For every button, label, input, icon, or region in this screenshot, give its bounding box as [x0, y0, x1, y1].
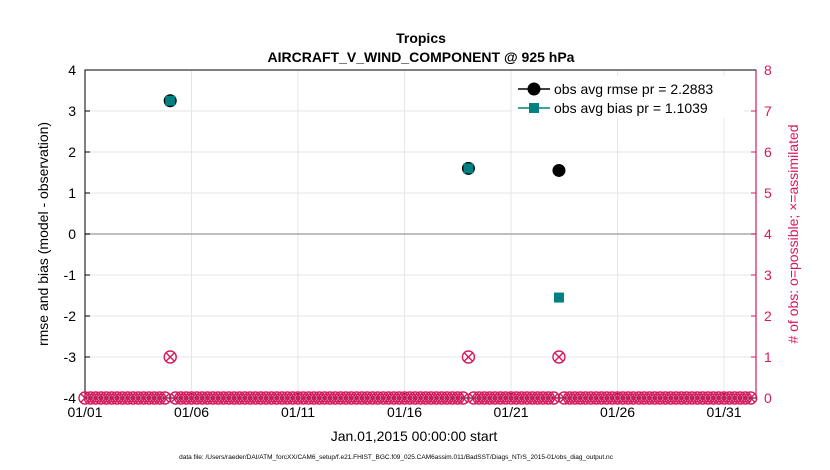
x-tick-label: 01/31 [707, 404, 742, 420]
bias-point [553, 292, 564, 303]
y-right-tick-label: 5 [764, 185, 772, 201]
y-right-tick-label: 2 [764, 308, 772, 324]
chart-subtitle: AIRCRAFT_V_WIND_COMPONENT @ 925 hPa [268, 49, 575, 65]
data-file-footnote: data file: /Users/raeder/DAI/ATM_forcXX/… [179, 454, 614, 461]
data-series [163, 94, 566, 303]
x-tick-label: 01/16 [387, 404, 422, 420]
y-axis-right-label: # of obs: o=possible; ×=assimilated [785, 124, 801, 343]
y-left-tick-label: 3 [68, 103, 76, 119]
y-axis-left-label: rmse and bias (model - observation) [35, 122, 51, 346]
y-right-tick-label: 4 [764, 226, 772, 242]
y-left-tick-label: 0 [68, 226, 76, 242]
y-left-tick-label: 2 [68, 144, 76, 160]
obs-counts [78, 350, 758, 405]
obs-count-marker [552, 350, 566, 364]
obs-count-marker-zero [546, 391, 561, 405]
legend-marker-bias [529, 103, 539, 113]
y-left-tick-label: -4 [64, 390, 77, 406]
y-right-tick-label: 1 [764, 349, 772, 365]
legend-marker-rmse [527, 82, 541, 96]
x-axis-label: Jan.01,2015 00:00:00 start [331, 428, 498, 444]
y-right-tick-label: 0 [764, 390, 772, 406]
x-tick-label: 01/26 [600, 404, 635, 420]
rmse-point [552, 163, 566, 177]
obs-count-marker-zero [743, 391, 758, 405]
x-tick-label: 01/06 [174, 404, 209, 420]
y-right-tick-label: 8 [764, 62, 772, 78]
obs-count-marker [163, 350, 177, 364]
obs-count-marker [461, 350, 476, 364]
obs-count-marker-zero [158, 391, 172, 405]
y-left-tick-label: 1 [68, 185, 76, 201]
y-right-tick-label: 3 [764, 267, 772, 283]
axis-ticks: 01/01 01/06 01/11 01/16 01/21 01/26 01/31 4 3 2 1 0… [64, 62, 772, 420]
y-left-tick-label: -1 [64, 267, 77, 283]
legend-box [512, 76, 744, 118]
legend-label-rmse: obs avg rmse pr = 2.2883 [554, 81, 713, 97]
x-tick-label: 01/01 [67, 404, 102, 420]
y-right-tick-label: 7 [764, 103, 772, 119]
legend-label-bias: obs avg bias pr = 1.1039 [554, 100, 708, 116]
x-tick-label: 01/11 [281, 404, 315, 420]
x-tick-label: 01/21 [494, 404, 529, 420]
chart-title: Tropics [396, 30, 446, 46]
overlap-point [165, 95, 176, 106]
y-left-tick-label: -2 [64, 308, 77, 324]
legend: obs avg rmse pr = 2.2883 obs avg bias pr… [512, 76, 744, 118]
y-left-tick-label: -3 [64, 349, 77, 365]
y-left-tick-label: 4 [68, 62, 76, 78]
obs-count-marker-zero [456, 391, 470, 405]
overlap-point [463, 163, 474, 174]
y-right-tick-label: 6 [764, 144, 772, 160]
